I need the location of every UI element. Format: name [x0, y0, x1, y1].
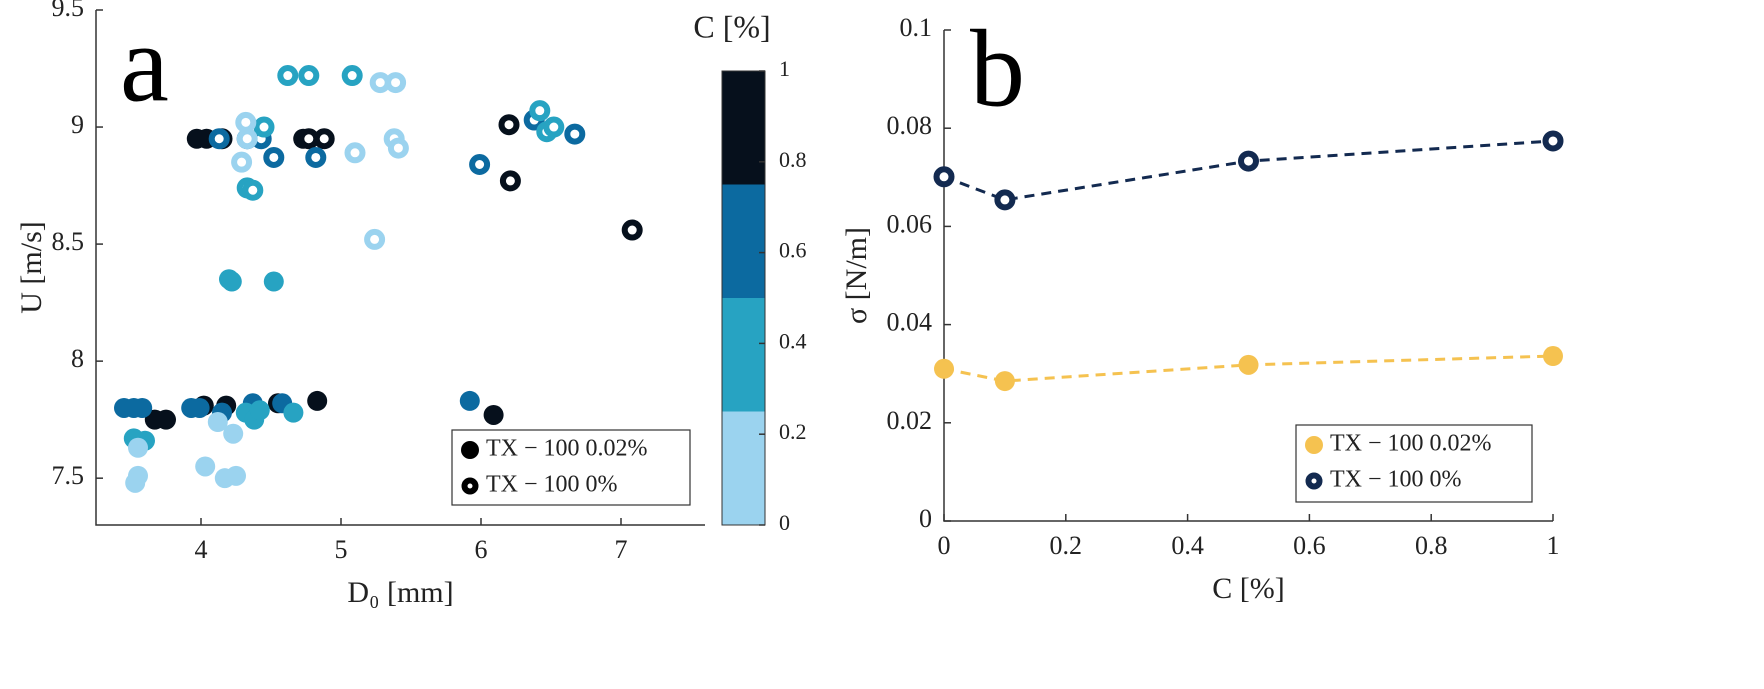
- scatter-point: [313, 128, 335, 150]
- scatter-point: [223, 423, 244, 444]
- legend-marker: [461, 477, 479, 495]
- x-axis-label: D₀ [mm]: [347, 576, 453, 609]
- scatter-point: [305, 146, 327, 168]
- scatter-point: [529, 100, 551, 122]
- scatter-point: [543, 116, 565, 138]
- legend-label: TX − 100 0.02%: [486, 436, 648, 462]
- scatter-point: [385, 72, 407, 94]
- scatter-point: [263, 146, 285, 168]
- data-point: [933, 166, 955, 188]
- scatter-point: [469, 154, 491, 175]
- y-tick-label: 0: [919, 504, 932, 533]
- scatter-point: [207, 412, 228, 432]
- legend-marker: [1305, 472, 1323, 490]
- colorbar-tick-label: 0: [779, 510, 790, 535]
- y-axis-label: U [m/s]: [15, 221, 48, 314]
- y-tick-label: 0.04: [887, 308, 933, 337]
- scatter-point: [283, 402, 304, 423]
- colorbar-segment: [722, 184, 765, 298]
- colorbar-frame: [721, 70, 766, 526]
- scatter-point: [128, 437, 148, 458]
- legend-box: [1295, 424, 1533, 503]
- scatter-point: [125, 472, 146, 493]
- data-point: [1543, 346, 1563, 367]
- colorbar-segment: [722, 298, 765, 412]
- scatter-point: [341, 65, 363, 87]
- x-tick-label: 0.4: [1171, 531, 1204, 560]
- scatter-point: [221, 271, 242, 292]
- scatter-point: [236, 128, 258, 150]
- x-tick-label: 0.8: [1415, 531, 1448, 560]
- scatter-point: [499, 170, 521, 192]
- colorbar-tick-label: 0.6: [779, 238, 807, 263]
- colorbar-tick-label: 0.4: [779, 328, 807, 353]
- legend-label: TX − 100 0.02%: [1330, 431, 1492, 457]
- colorbar-label: C [%]: [693, 8, 770, 44]
- y-tick-label: 7.5: [52, 461, 85, 490]
- x-axis-label: C [%]: [1212, 572, 1284, 605]
- legend-marker: [461, 441, 479, 459]
- x-tick-label: 5: [335, 535, 348, 564]
- legend-label: TX − 100 0%: [486, 472, 618, 498]
- data-point: [994, 371, 1015, 392]
- scatter-point: [298, 65, 320, 87]
- legend-box: [451, 429, 691, 506]
- colorbar-segment: [722, 71, 765, 185]
- x-tick-label: 7: [615, 535, 628, 564]
- colorbar-tick-label: 0.2: [779, 419, 807, 444]
- x-tick-label: 0.2: [1050, 531, 1083, 560]
- y-tick-label: 8: [71, 344, 84, 373]
- data-point: [934, 358, 954, 379]
- y-tick-label: 0.02: [887, 406, 933, 435]
- panel-label: b: [970, 7, 1025, 129]
- scatter-point: [307, 390, 328, 411]
- colorbar-tick-label: 1: [779, 56, 790, 81]
- x-tick-label: 6: [475, 535, 488, 564]
- scatter-point: [564, 123, 586, 145]
- colorbar-tick-label: 0.8: [779, 147, 807, 172]
- scatter-point: [498, 114, 520, 136]
- scatter-point: [132, 397, 153, 418]
- scatter-point: [253, 116, 275, 138]
- scatter-point: [249, 400, 270, 421]
- x-tick-label: 1: [1547, 531, 1560, 560]
- data-point: [994, 189, 1016, 211]
- scatter-point: [344, 142, 366, 164]
- colorbar-segment: [722, 411, 765, 525]
- scatter-point: [387, 137, 409, 159]
- x-tick-label: 0: [938, 531, 951, 560]
- data-point: [1542, 130, 1564, 152]
- scatter-point: [208, 128, 230, 150]
- y-tick-label: 9.5: [52, 0, 85, 22]
- y-tick-label: 0.1: [900, 13, 933, 42]
- scatter-point: [189, 397, 210, 418]
- scatter-point: [226, 465, 246, 486]
- x-tick-label: 4: [195, 535, 208, 564]
- scatter-point: [231, 151, 253, 173]
- scatter-point: [235, 111, 257, 133]
- y-tick-label: 8.5: [52, 227, 85, 256]
- legend-marker: [1305, 436, 1323, 454]
- y-axis-label: σ [N/m]: [840, 227, 873, 324]
- scatter-point: [459, 390, 480, 411]
- scatter-point: [364, 228, 386, 250]
- scatter-point: [483, 404, 504, 425]
- data-point: [1238, 354, 1259, 375]
- data-point: [1238, 150, 1259, 172]
- scatter-point: [277, 65, 299, 87]
- scatter-point: [621, 219, 643, 241]
- scatter-point: [263, 271, 284, 292]
- axis-line: [95, 10, 705, 526]
- scatter-point: [195, 456, 216, 477]
- legend-label: TX − 100 0%: [1330, 467, 1462, 493]
- scatter-point: [242, 179, 264, 201]
- scatter-point: [156, 409, 176, 430]
- x-tick-label: 0.6: [1293, 531, 1326, 560]
- series-line: [943, 139, 1554, 202]
- y-tick-label: 0.08: [887, 111, 933, 140]
- panel-label: a: [120, 2, 169, 124]
- y-tick-label: 0.06: [887, 209, 933, 238]
- y-tick-label: 9: [71, 110, 84, 139]
